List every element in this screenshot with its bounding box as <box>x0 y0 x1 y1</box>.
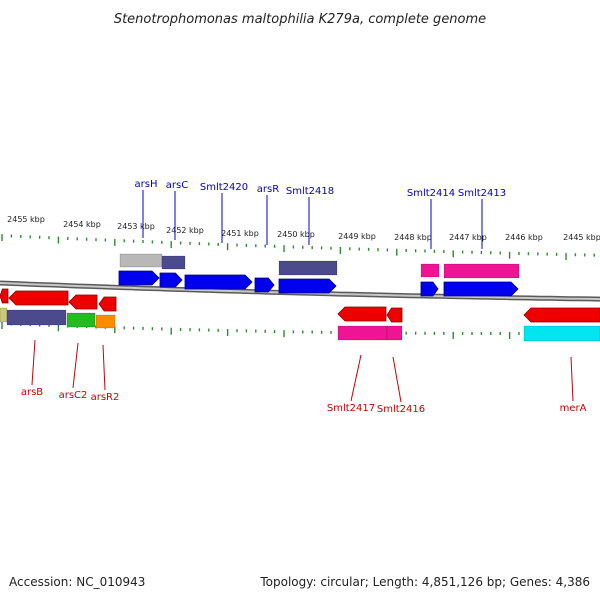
forward-gene-label: Smlt2418 <box>286 186 334 197</box>
reverse-gene-arrow <box>0 288 9 304</box>
reverse-gene-arrow <box>386 307 403 323</box>
reverse-label-leader <box>31 339 36 386</box>
feature-box <box>278 260 338 276</box>
reverse-label-leader <box>102 344 106 391</box>
feature-box <box>119 253 163 268</box>
genome-summary-text: Topology: circular; Length: 4,851,126 bp… <box>259 575 590 589</box>
forward-gene-label: arsR <box>257 184 279 195</box>
reverse-gene-label: Smlt2417 <box>327 403 375 414</box>
reverse-label-leader <box>570 356 574 402</box>
kbp-label: 2450 kbp <box>277 230 315 239</box>
kbp-label: 2448 kbp <box>394 233 432 242</box>
kbp-label: 2445 kbp <box>563 233 600 242</box>
feature-box <box>66 312 96 328</box>
feature-box <box>420 263 440 278</box>
forward-gene-label: Smlt2413 <box>458 188 506 199</box>
feature-box <box>6 309 67 326</box>
accession-text: Accession: NC_010943 <box>9 575 145 589</box>
reverse-label-leader <box>72 342 79 389</box>
kbp-label: 2455 kbp <box>7 215 45 224</box>
reverse-gene-arrow <box>98 296 117 312</box>
kbp-label: 2453 kbp <box>117 222 155 231</box>
feature-box <box>523 325 600 342</box>
reverse-gene-arrow <box>523 307 600 323</box>
reverse-gene-arrow <box>8 290 69 306</box>
feature-box <box>386 325 403 341</box>
feature-box <box>443 263 520 279</box>
kbp-label: 2449 kbp <box>338 232 376 241</box>
feature-box <box>95 314 116 329</box>
forward-gene-arrow <box>278 278 337 294</box>
reverse-label-leader <box>350 354 362 402</box>
forward-gene-arrow <box>443 281 519 297</box>
kbp-label: 2451 kbp <box>221 229 259 238</box>
feature-box <box>0 307 8 323</box>
feature-box <box>161 255 186 270</box>
forward-gene-arrow <box>254 277 275 293</box>
forward-gene-label: arsH <box>135 179 158 190</box>
map-title: Stenotrophomonas maltophilia K279a, comp… <box>114 12 486 27</box>
forward-gene-label: Smlt2414 <box>407 188 455 199</box>
forward-gene-arrow <box>118 270 160 286</box>
kbp-label: 2454 kbp <box>63 220 101 229</box>
kbp-label: 2452 kbp <box>166 226 204 235</box>
reverse-gene-label: merA <box>560 403 587 414</box>
forward-gene-label: Smlt2420 <box>200 182 248 193</box>
forward-gene-arrow <box>420 281 439 297</box>
reverse-gene-label: Smlt2416 <box>377 404 425 415</box>
gene-labels: arsH arsC Smlt2420 arsR Smlt2418 Smlt2414 Smlt… <box>21 179 587 415</box>
reverse-label-leader <box>392 356 402 403</box>
reverse-gene-label: arsR2 <box>91 392 120 403</box>
forward-gene-label: arsC <box>166 180 188 191</box>
reverse-gene-label: arsC2 <box>59 390 88 401</box>
feature-tracks <box>0 253 600 342</box>
kbp-label: 2447 kbp <box>449 233 487 242</box>
reverse-gene-arrow <box>68 294 98 310</box>
reverse-gene-arrow <box>337 306 387 322</box>
forward-gene-arrow <box>159 272 183 288</box>
reverse-gene-label: arsB <box>21 387 43 398</box>
kbp-label: 2446 kbp <box>505 233 543 242</box>
feature-box <box>337 325 388 341</box>
forward-gene-arrow <box>184 274 253 290</box>
